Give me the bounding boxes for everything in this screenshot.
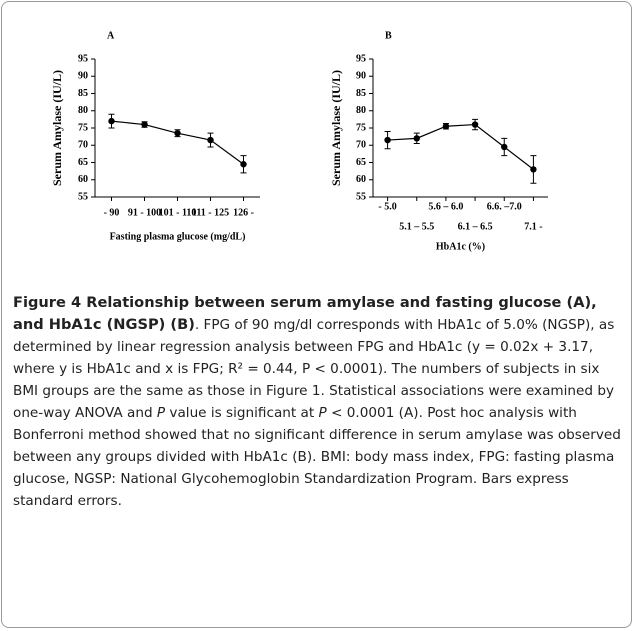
- y-tick-label: 95: [78, 53, 88, 64]
- y-tick-label: 80: [78, 105, 88, 116]
- y-axis-label: Serum Amylase (IU/L): [50, 70, 64, 186]
- y-tick-label: 55: [78, 191, 88, 202]
- data-point: [442, 123, 450, 130]
- data-point: [141, 121, 148, 128]
- y-tick-label: 85: [78, 88, 88, 99]
- data-point: [471, 121, 479, 128]
- y-tick-label: 60: [78, 174, 88, 185]
- data-line: [111, 120, 244, 165]
- x-tick-label: 126 -: [233, 207, 254, 218]
- panel-label: A: [107, 30, 115, 41]
- charts: A 55 60 65 70 75 80 85 90 95 Serum Amylase (IU/L) -…: [50, 30, 548, 252]
- data-point: [501, 143, 508, 151]
- y-axis-label: Serum Amylase (IU/L): [329, 70, 343, 186]
- caption-text: . FPG of 90 mg/dl corresponds with HbA1c…: [13, 317, 615, 421]
- caption-title: Figure 4 Relationship between serum amyl…: [13, 294, 597, 333]
- x-tick-label: 5.6 – 6.0: [428, 201, 463, 212]
- data-point: [240, 161, 247, 168]
- caption: Figure 4 Relationship between serum amyl…: [13, 292, 625, 512]
- y-tick-label: 95: [356, 53, 366, 64]
- x-tick-label: 111 - 125: [192, 207, 229, 218]
- y-tick-label: 65: [78, 157, 88, 168]
- x-tick-label: 6.6. –7.0: [487, 201, 522, 212]
- x-tick-label: 7.1 -: [524, 221, 542, 232]
- caption-text: P: [156, 405, 166, 421]
- y-tick-label: 80: [356, 105, 366, 116]
- caption-text: P: [318, 405, 327, 421]
- y-tick-label: 55: [356, 191, 366, 202]
- y-tick-label: 85: [356, 88, 366, 99]
- x-tick-label: - 90: [104, 207, 120, 218]
- x-tick-label: 6.1 – 6.5: [458, 221, 493, 232]
- caption-text: < 0.0001 (A). Post hoc analysis with Bon…: [13, 405, 621, 509]
- data-point: [174, 129, 181, 137]
- panel-label: B: [385, 30, 392, 41]
- data-point: [413, 135, 420, 142]
- data-point: [108, 117, 115, 125]
- data-point: [207, 136, 214, 144]
- x-axis-label: Fasting plasma glucose (mg/dL): [110, 231, 246, 242]
- y-tick-label: 90: [78, 71, 88, 82]
- caption-text: value is significant at: [165, 405, 319, 421]
- y-tick-label: 75: [356, 122, 366, 133]
- x-tick-label: - 5.0: [378, 201, 396, 212]
- x-tick-label: 91 - 100: [128, 207, 161, 218]
- y-tick-label: 90: [356, 71, 366, 82]
- x-axis-label: HbA1c (%): [436, 241, 485, 252]
- x-tick-label: 101 - 110: [159, 207, 197, 218]
- y-tick-label: 70: [356, 140, 366, 151]
- y-tick-label: 65: [356, 157, 366, 168]
- y-tick-label: 75: [78, 122, 88, 133]
- data-point: [384, 136, 391, 144]
- data-line: [387, 123, 534, 170]
- data-point: [530, 166, 537, 173]
- y-tick-label: 70: [78, 140, 88, 151]
- y-tick-label: 60: [356, 174, 366, 185]
- x-tick-label: 5.1 – 5.5: [399, 221, 434, 232]
